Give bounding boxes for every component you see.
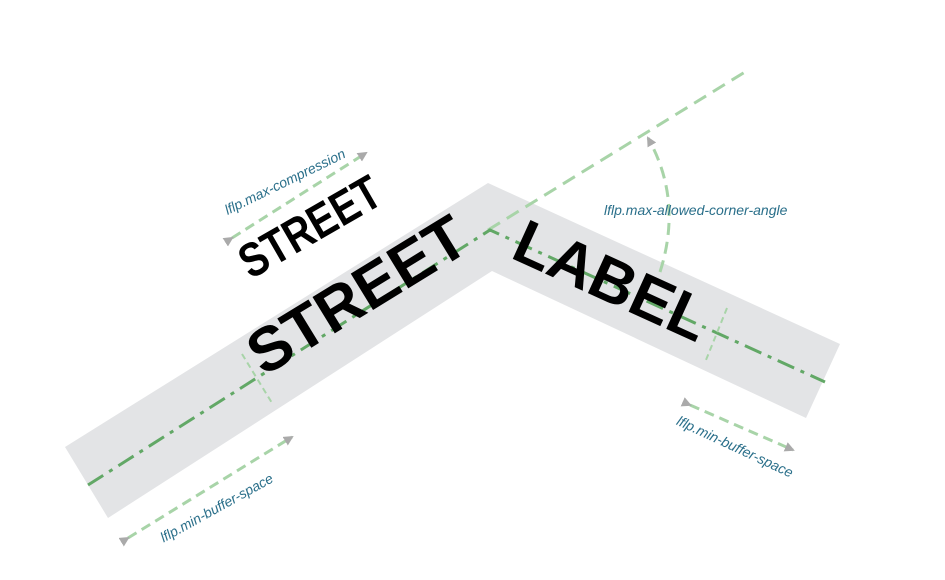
max-allowed-corner-angle-label: lflp.max-allowed-corner-angle: [604, 202, 788, 218]
min-buffer-space-left-arrow: [118, 435, 294, 547]
min-buffer-space-right-arrow: [680, 397, 795, 452]
extension-guide-line: [487, 70, 746, 232]
corner-angle-arc: [646, 136, 671, 273]
road-shape: [65, 183, 840, 518]
label-text: LABEL: [503, 207, 720, 355]
min-buffer-space-right-label: lflp.min-buffer-space: [674, 412, 796, 480]
road-centerline: [87, 228, 826, 487]
max-compression-arrow: [222, 151, 368, 247]
